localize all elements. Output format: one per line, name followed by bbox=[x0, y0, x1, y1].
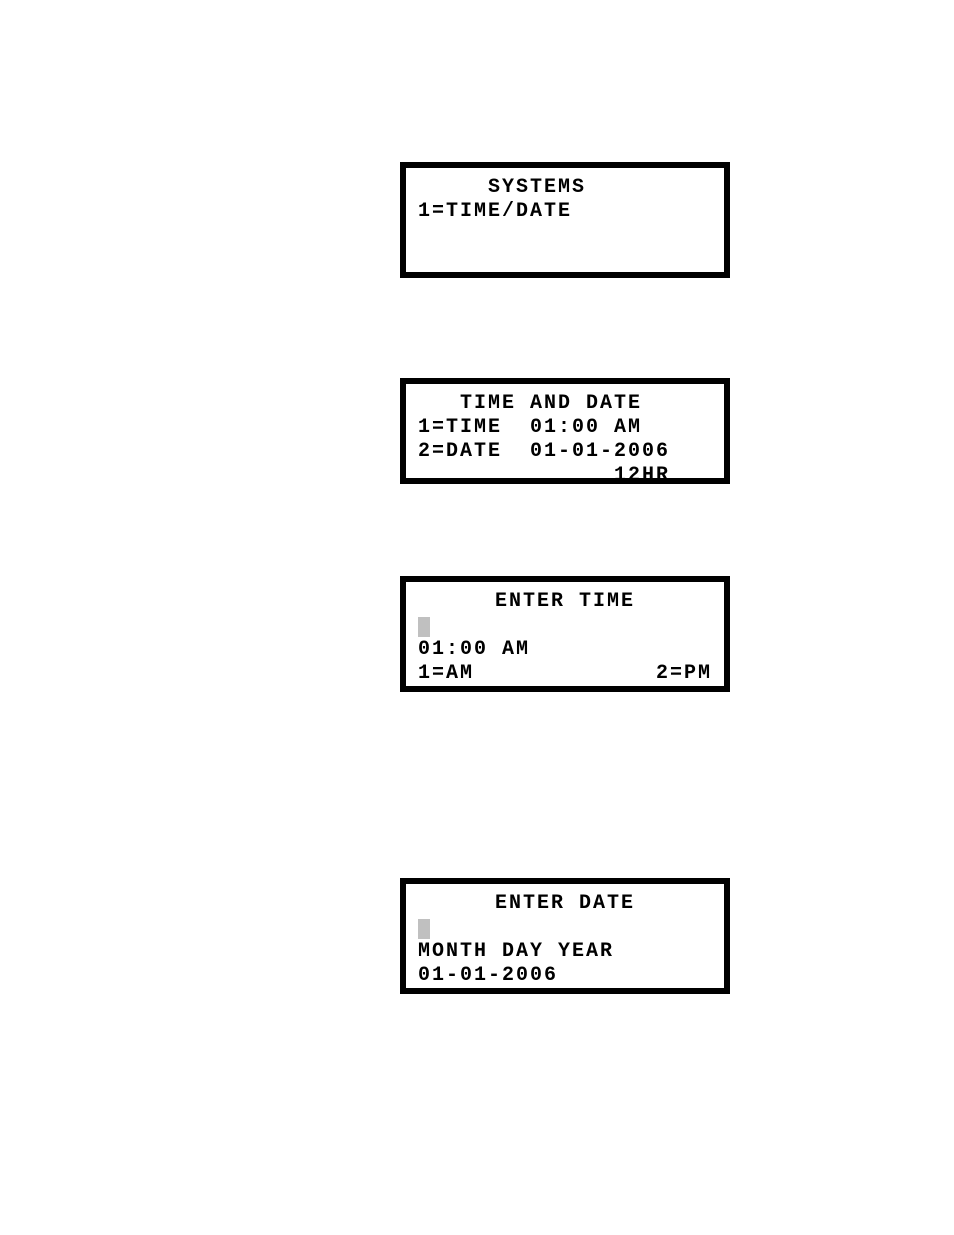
ampm-options: 1=AM 2=PM bbox=[418, 662, 712, 686]
option-time-date[interactable]: 1=TIME/DATE bbox=[418, 200, 712, 224]
cursor-line bbox=[418, 916, 712, 940]
format-row: 12HR bbox=[418, 464, 712, 488]
enter-time-title: ENTER TIME bbox=[418, 590, 712, 614]
cursor-icon bbox=[418, 919, 430, 939]
time-date-title: TIME AND DATE bbox=[418, 392, 712, 416]
date-row[interactable]: 2=DATE 01-01-2006 bbox=[418, 440, 712, 464]
cursor-icon bbox=[418, 617, 430, 637]
time-and-date-screen: TIME AND DATE 1=TIME 01:00 AM 2=DATE 01-… bbox=[400, 378, 730, 484]
systems-screen: SYSTEMS 1=TIME/DATE bbox=[400, 162, 730, 278]
systems-title: SYSTEMS bbox=[418, 176, 712, 200]
date-format-hint: MONTH DAY YEAR bbox=[418, 940, 712, 964]
date-value[interactable]: 01-01-2006 bbox=[418, 964, 712, 988]
enter-date-title: ENTER DATE bbox=[418, 892, 712, 916]
time-row[interactable]: 1=TIME 01:00 AM bbox=[418, 416, 712, 440]
enter-time-screen: ENTER TIME 01:00 AM 1=AM 2=PM bbox=[400, 576, 730, 692]
option-am[interactable]: 1=AM bbox=[418, 662, 474, 686]
option-pm[interactable]: 2=PM bbox=[656, 662, 712, 686]
enter-date-screen: ENTER DATE MONTH DAY YEAR 01-01-2006 bbox=[400, 878, 730, 994]
time-value[interactable]: 01:00 AM bbox=[418, 638, 712, 662]
cursor-line bbox=[418, 614, 712, 638]
